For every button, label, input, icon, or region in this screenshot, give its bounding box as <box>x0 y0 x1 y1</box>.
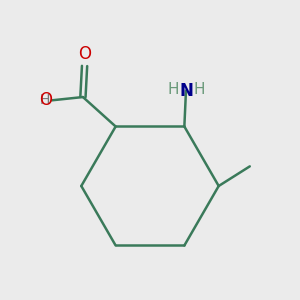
Text: O: O <box>39 91 52 109</box>
Text: H: H <box>193 82 205 97</box>
Text: H: H <box>167 82 179 97</box>
Text: N: N <box>179 82 193 100</box>
Text: O: O <box>78 45 91 63</box>
Text: H: H <box>40 93 50 107</box>
